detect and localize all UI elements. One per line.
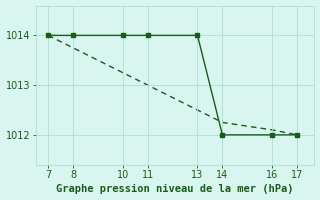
X-axis label: Graphe pression niveau de la mer (hPa): Graphe pression niveau de la mer (hPa) bbox=[56, 184, 294, 194]
